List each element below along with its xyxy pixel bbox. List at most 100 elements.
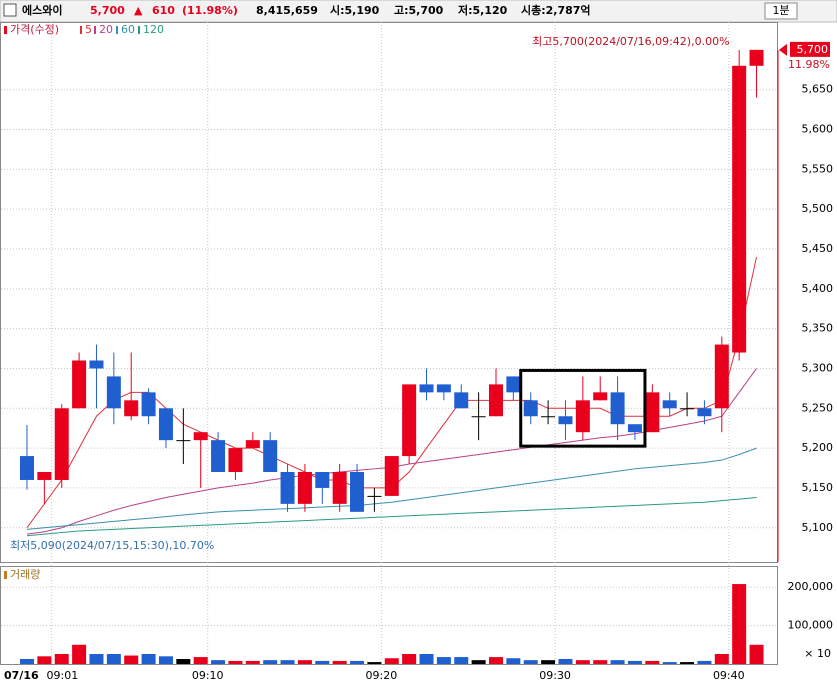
candle-body [627, 424, 642, 433]
candle-body [37, 472, 52, 480]
price-tag [790, 41, 830, 57]
volume-panel [0, 566, 778, 665]
candle-body [263, 440, 278, 472]
candle-body [610, 392, 625, 425]
legend-marker [4, 571, 7, 579]
legend-label: 60 [121, 23, 135, 36]
y-tick-label: 5,650 [802, 83, 834, 96]
volume-bar [523, 660, 538, 664]
candle-body [593, 392, 608, 401]
y-tick-label: 5,200 [802, 441, 834, 454]
volume-bar [471, 660, 486, 664]
legend-marker [116, 26, 118, 34]
volume-bar [106, 654, 121, 664]
candle-body [697, 408, 712, 417]
x-tick-label: 09:01 [47, 669, 79, 682]
candle-body [454, 392, 469, 409]
candle-body [367, 495, 382, 497]
legend-label: 120 [143, 23, 164, 36]
y-tick-label: 5,600 [802, 123, 834, 136]
candle-body [471, 416, 486, 418]
candle-body [488, 384, 503, 417]
y-tick-label: 5,250 [802, 401, 834, 414]
volume-bar [384, 658, 399, 664]
x-tick-label: 09:30 [539, 669, 571, 682]
candle-body [54, 408, 69, 480]
y-tick-label: 200,000 [788, 580, 834, 593]
volume-bar [315, 660, 330, 664]
candle-body [106, 376, 121, 409]
stock-name: 에스와이 [22, 3, 62, 17]
candle-body [280, 472, 295, 504]
candle-body [158, 408, 173, 441]
candle-body [419, 384, 434, 393]
x-tick-label: 09:40 [713, 669, 745, 682]
volume-bar [332, 660, 347, 664]
arrow: ▲ [134, 4, 143, 17]
candle-body [662, 400, 677, 409]
y-tick-label: 5,350 [802, 322, 834, 335]
y-tick-label: 5,400 [802, 282, 834, 295]
y-tick-label: 100,000 [788, 619, 834, 632]
high-annotation: 최고5,700(2024/07/16,09:42),0.00% [532, 35, 729, 48]
y-tick-label: 5,550 [802, 162, 834, 175]
x-date-label: 07/16 [4, 669, 39, 682]
volume-bar [89, 654, 104, 664]
y-tick-label: 5,300 [802, 361, 834, 374]
legend-marker [138, 26, 140, 34]
volume-bar [297, 660, 312, 664]
open: 시:5,190 [330, 4, 380, 17]
candle-body [732, 65, 747, 353]
volume-bar [558, 659, 573, 664]
volume-bar [367, 662, 382, 664]
interval[interactable]: 1분 [772, 4, 789, 17]
candle-body [645, 392, 660, 433]
candle-body [20, 456, 34, 480]
y-tick-label: 5,150 [802, 481, 834, 494]
candle-body [436, 384, 451, 393]
volume-bar [124, 655, 139, 664]
volume-bar [350, 660, 365, 664]
y-tick-label: 5,500 [802, 202, 834, 215]
volume-bar [454, 657, 469, 664]
volume-bar [541, 660, 556, 664]
volume-bar [54, 654, 69, 664]
volume-bar [263, 660, 278, 664]
volume-bar [141, 654, 156, 664]
volume-bar [211, 660, 226, 664]
candle-body [350, 472, 365, 512]
candle-body [228, 448, 243, 472]
legend-marker [94, 26, 96, 34]
legend-label: 5 [85, 23, 92, 36]
volume-bar [280, 660, 295, 664]
legend-label: 가격(수정) [10, 23, 59, 36]
candle-body [558, 416, 573, 425]
volume-bar [228, 660, 243, 664]
y-tick-label: 5,450 [802, 242, 834, 255]
candle-body [384, 456, 399, 496]
x-tick-label: 09:20 [366, 669, 398, 682]
volume-bar [193, 657, 208, 664]
interval-button[interactable] [764, 2, 798, 20]
x-tick-label: 09:10 [192, 669, 224, 682]
candle-body [193, 432, 208, 441]
candle-body [714, 344, 729, 409]
candle-body [315, 472, 330, 488]
candle-body [124, 400, 139, 417]
checkbox[interactable] [3, 3, 17, 17]
legend-marker [4, 26, 7, 34]
ma-line [26, 447, 757, 530]
pct-label: 11.98% [788, 58, 830, 71]
ma-line [26, 496, 757, 537]
candle-body [245, 440, 260, 449]
candle-body [176, 440, 191, 442]
volume-bar [436, 657, 451, 664]
volume-bar [645, 660, 660, 664]
volume-bar [419, 654, 434, 664]
volume-bar [72, 644, 87, 664]
candle-body [523, 400, 538, 417]
volume-bar [37, 656, 52, 664]
volume-bar [176, 659, 191, 664]
y-tick-label: 5,100 [802, 521, 834, 534]
